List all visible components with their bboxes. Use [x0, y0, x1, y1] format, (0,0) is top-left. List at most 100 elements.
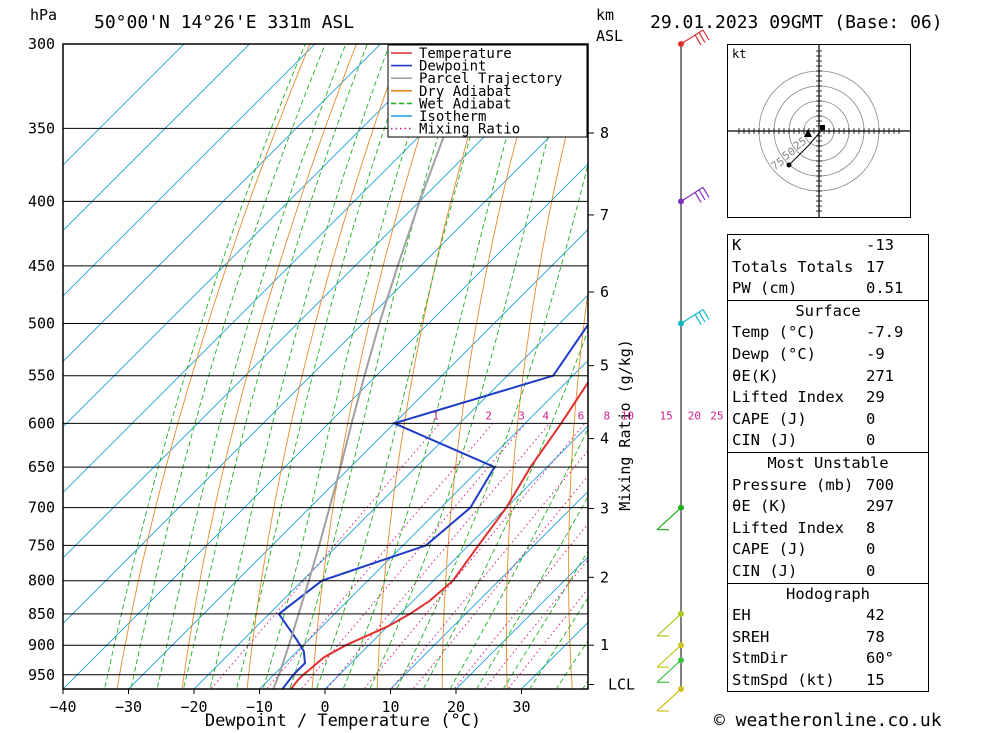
legend-entry: Parcel Trajectory: [419, 71, 562, 87]
km-tick-label: 7: [600, 206, 609, 224]
surface-value: 0: [866, 409, 876, 428]
isotherm-line: [63, 44, 513, 494]
surface-row: Dewp (°C) -9: [728, 344, 928, 366]
index-row: K -13: [728, 235, 928, 257]
surface-label: Lifted Index: [732, 388, 844, 407]
hodograph-ring-label: 50: [780, 145, 798, 163]
surface-label: CAPE (J): [732, 409, 807, 428]
legend-entry: Temperature: [419, 46, 512, 62]
plot-area: [63, 44, 588, 689]
hodograph-ring-label: 25: [791, 135, 809, 153]
pressure-tick-label: 500: [28, 315, 55, 333]
mixing-ratio-label: 2: [485, 409, 492, 422]
mu-label: CIN (J): [732, 561, 798, 580]
isotherm-line: [389, 490, 588, 689]
parcel-trajectory-series-line: [272, 44, 487, 689]
hodograph-stats-section: Hodograph EH 42 SREH 78 StmDir 60° StmSpd (kt)…: [728, 582, 928, 692]
mixing-ratio-line: [363, 422, 586, 689]
isotherm-line: [258, 359, 588, 689]
wind-barb: [680, 186, 704, 202]
isotherm-line: [63, 44, 251, 232]
surface-row: θE(K) 271: [728, 366, 928, 388]
isotherm-line: [63, 44, 316, 297]
pressure-tick-label: 550: [28, 367, 55, 385]
wet-adiabat-line: [529, 597, 588, 689]
wind-barb-flag: [698, 32, 706, 43]
hodograph-panel: 25 50 75 kt: [727, 44, 911, 218]
km-unit-label: km: [596, 6, 615, 24]
wind-barb: [656, 688, 682, 712]
most-unstable-section: Most Unstable Pressure (mb) 700 θE (K) 297 L…: [728, 451, 928, 583]
wind-barb-flag: [702, 29, 710, 41]
index-label: Totals Totals: [732, 257, 854, 276]
surface-label: Dewp (°C): [732, 344, 816, 363]
isotherm-line: [63, 97, 588, 625]
wet-adiabat-line: [104, 44, 306, 689]
hodo-stat-row: EH 42: [728, 605, 928, 627]
isotherm-line: [324, 425, 588, 689]
hodograph-unit: kt: [732, 47, 747, 61]
wet-adiabat-line: [422, 328, 588, 689]
surface-row: CAPE (J) 0: [728, 409, 928, 431]
hodo-stat-row: StmSpd (kt) 15: [728, 670, 928, 692]
x-tick-label: 20: [447, 698, 465, 716]
x-tick-label: −10: [246, 698, 273, 716]
index-label: PW (cm): [732, 279, 798, 298]
hodograph-mean-marker: [820, 125, 825, 130]
credit-link[interactable]: © weatheronline.co.uk: [714, 710, 942, 731]
mixing-ratio-line: [507, 587, 588, 689]
wet-adiabat-line: [235, 44, 415, 689]
hodo-stat-value: 60°: [866, 649, 894, 668]
mu-row: CIN (J) 0: [728, 561, 928, 583]
dry-adiabat-line: [376, 44, 497, 689]
legend-entry: Dewpoint: [419, 59, 486, 75]
mu-label: θE (K): [732, 497, 788, 516]
index-row: Totals Totals 17: [728, 257, 928, 279]
index-value: -13: [866, 236, 894, 254]
pressure-unit-label: hPa: [30, 6, 58, 24]
km-tick-label: 6: [600, 283, 609, 301]
wind-barb-flag: [694, 314, 702, 325]
mixing-ratio-line: [390, 450, 588, 689]
pressure-tick-label: 700: [28, 499, 55, 517]
pressure-tick-label: 800: [28, 572, 55, 590]
mu-row: Lifted Index 8: [728, 518, 928, 540]
mu-label: CAPE (J): [732, 540, 807, 559]
wind-barb: [656, 507, 682, 531]
mu-label: Lifted Index: [732, 518, 844, 537]
x-tick-label: 10: [381, 698, 399, 716]
mu-row: Pressure (mb) 700: [728, 475, 928, 497]
wet-adiabat-line: [342, 44, 534, 689]
isotherm-line: [455, 556, 588, 689]
x-tick-label: 0: [320, 698, 329, 716]
mixing-ratio-label: 6: [578, 409, 585, 422]
legend-entry: Wet Adiabat: [419, 96, 512, 112]
mixing-ratio-line: [266, 422, 494, 689]
index-label: K: [732, 236, 742, 254]
surface-section: Surface Temp (°C) -7.9 Dewp (°C) -9 θE(K) 271…: [728, 299, 928, 452]
hodo-stat-row: SREH 78: [728, 627, 928, 649]
mu-row: θE (K) 297: [728, 496, 928, 518]
wind-barb: [656, 644, 682, 668]
plot-frame: [62, 43, 589, 690]
mu-value: 8: [866, 518, 876, 537]
hodo-stat-value: 42: [866, 606, 885, 625]
isotherm-line: [63, 163, 588, 689]
km-tick-label: 4: [600, 430, 609, 448]
surface-row: Temp (°C) -7.9: [728, 322, 928, 344]
isotherm-line: [193, 294, 588, 689]
mixing-ratio-line: [300, 422, 526, 689]
x-tick-label: −30: [115, 698, 142, 716]
wind-barb: [680, 309, 704, 325]
mu-value: 0: [866, 561, 876, 580]
mixing-ratio-label: 25: [710, 409, 723, 422]
wet-adiabat-line: [130, 44, 326, 689]
wind-barb-flag: [702, 309, 710, 320]
pressure-tick-label: 900: [28, 636, 55, 654]
hodo-stat-label: SREH: [732, 627, 770, 646]
wind-barb-flag: [698, 189, 706, 201]
most-unstable-title: Most Unstable: [767, 453, 889, 472]
wet-adiabat-line: [502, 550, 588, 689]
km-tick-label: 1: [600, 636, 609, 654]
